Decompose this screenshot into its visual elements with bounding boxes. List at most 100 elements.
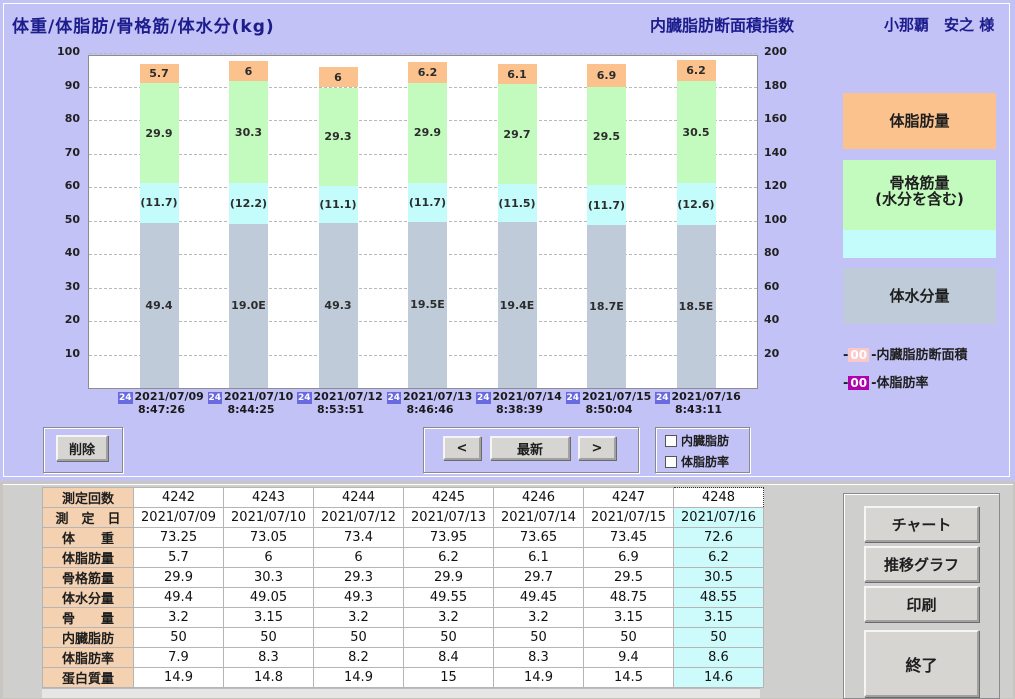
table-cell[interactable]: 29.9 [403, 567, 494, 588]
table-cell[interactable]: 49.4 [133, 587, 224, 608]
latest-button[interactable]: 最新 [490, 436, 570, 460]
table-cell[interactable]: 14.9 [493, 667, 584, 688]
table-cell[interactable]: 8.3 [223, 647, 314, 668]
table-cell[interactable]: 50 [133, 627, 224, 648]
table-cell[interactable]: 73.25 [133, 527, 224, 548]
table-cell[interactable]: 6 [313, 547, 404, 568]
visceral-checkbox[interactable]: 内臓脂肪 [665, 432, 729, 449]
table-cell[interactable]: 48.55 [673, 587, 764, 608]
fatrate-checkbox-box[interactable] [665, 455, 677, 468]
table-cell[interactable]: 6.1 [493, 547, 584, 568]
table-cell[interactable]: 4244 [313, 487, 404, 508]
table-cell[interactable]: 29.3 [313, 567, 404, 588]
table-horizontal-scrollbar[interactable] [42, 688, 760, 698]
table-cell[interactable]: 49.45 [493, 587, 584, 608]
x-label-date: 2021/07/13 [403, 390, 473, 403]
row-header: 蛋白質量 [42, 667, 134, 688]
table-cell[interactable]: 73.4 [313, 527, 404, 548]
table-cell[interactable]: 49.55 [403, 587, 494, 608]
table-cell[interactable]: 3.2 [403, 607, 494, 628]
table-cell[interactable]: 6.9 [583, 547, 674, 568]
table-cell[interactable]: 50 [223, 627, 314, 648]
delete-button[interactable]: 削除 [56, 435, 108, 461]
table-cell[interactable]: 8.4 [403, 647, 494, 668]
table-cell[interactable]: 14.8 [223, 667, 314, 688]
table-cell[interactable]: 29.7 [493, 567, 584, 588]
table-cell[interactable]: 3.15 [583, 607, 674, 628]
table-row: 体脂肪率 7.9 8.3 8.2 8.4 8.3 9.4 8.6 [42, 647, 764, 668]
table-cell[interactable]: 8.6 [673, 647, 764, 668]
table-cell[interactable]: 8.3 [493, 647, 584, 668]
print-button[interactable]: 印刷 [864, 586, 979, 622]
table-cell[interactable]: 8.2 [313, 647, 404, 668]
legend-water-label: 体水分量 [889, 287, 950, 305]
x-label-tag: 24 [297, 392, 312, 404]
table-cell[interactable]: 7.9 [133, 647, 224, 668]
table-cell[interactable]: 2021/07/09 [133, 507, 224, 528]
table-cell[interactable]: 14.5 [583, 667, 674, 688]
table-cell[interactable]: 49.05 [223, 587, 314, 608]
bar-segment: 29.5 [587, 86, 626, 186]
x-label-tag: 24 [386, 392, 402, 404]
legend-water: 体水分量 [843, 268, 996, 324]
table-cell[interactable]: 50 [673, 627, 764, 648]
table-cell[interactable]: 4242 [133, 487, 224, 508]
table-cell[interactable]: 50 [313, 627, 404, 648]
prev-button[interactable]: < [443, 436, 481, 460]
y-left-tick-label: 60 [64, 179, 80, 192]
table-cell[interactable]: 6 [223, 547, 314, 568]
table-cell[interactable]: 2021/07/13 [403, 507, 494, 528]
table-cell[interactable]: 4248 [673, 487, 764, 508]
table-cell[interactable]: 4246 [493, 487, 584, 508]
delete-group [43, 427, 123, 473]
table-cell[interactable]: 4247 [583, 487, 674, 508]
table-cell[interactable]: 30.5 [673, 567, 764, 588]
visceral-checkbox-label: 内臓脂肪 [681, 434, 730, 448]
table-cell[interactable]: 73.05 [223, 527, 314, 548]
table-cell[interactable]: 50 [583, 627, 674, 648]
table-cell[interactable]: 50 [403, 627, 494, 648]
table-cell[interactable]: 2021/07/10 [223, 507, 314, 528]
table-cell[interactable]: 6.2 [673, 547, 764, 568]
table-cell[interactable]: 3.15 [673, 607, 764, 628]
table-cell[interactable]: 3.2 [493, 607, 584, 628]
table-cell[interactable]: 14.9 [313, 667, 404, 688]
table-cell[interactable]: 29.5 [583, 567, 674, 588]
table-cell[interactable]: 72.6 [673, 527, 764, 548]
table-cell[interactable]: 14.9 [133, 667, 224, 688]
table-cell[interactable]: 6.2 [403, 547, 494, 568]
y-right-tick-label: 100 [764, 212, 787, 226]
table-cell[interactable]: 50 [493, 627, 584, 648]
table-cell[interactable]: 48.75 [583, 587, 674, 608]
chart-title: 体重/体脂肪/骨格筋/体水分(kg) [12, 17, 275, 37]
table-cell[interactable]: 2021/07/15 [583, 507, 674, 528]
bar-segment: (12.6) [676, 183, 716, 226]
table-cell[interactable]: 4243 [223, 487, 314, 508]
y-left-tick-label: 10 [64, 346, 80, 360]
next-button[interactable]: > [578, 436, 616, 460]
table-row: 蛋白質量 14.9 14.8 14.9 15 14.9 14.5 14.6 [42, 667, 764, 688]
table-cell[interactable]: 2021/07/16 [673, 507, 764, 528]
table-cell[interactable]: 15 [403, 667, 494, 688]
table-cell[interactable]: 3.2 [133, 607, 224, 628]
table-cell[interactable]: 9.4 [583, 647, 674, 668]
table-cell[interactable]: 2021/07/12 [313, 507, 404, 528]
table-cell[interactable]: 3.15 [223, 607, 314, 628]
chart-button[interactable]: チャート [864, 506, 979, 542]
table-cell[interactable]: 29.9 [133, 567, 224, 588]
trend-graph-button[interactable]: 推移グラフ [864, 546, 979, 582]
table-cell[interactable]: 3.2 [313, 607, 404, 628]
table-cell[interactable]: 4245 [403, 487, 494, 508]
exit-button[interactable]: 終了 [864, 630, 979, 697]
table-cell[interactable]: 73.95 [403, 527, 494, 548]
table-cell[interactable]: 30.3 [223, 567, 314, 588]
visceral-checkbox-box[interactable] [665, 434, 677, 447]
table-cell[interactable]: 14.6 [673, 667, 764, 688]
table-cell[interactable]: 2021/07/14 [493, 507, 584, 528]
table-cell[interactable]: 73.45 [583, 527, 674, 548]
fatrate-checkbox[interactable]: 体脂肪率 [665, 453, 729, 470]
table-cell[interactable]: 49.3 [313, 587, 404, 608]
table-cell[interactable]: 73.65 [493, 527, 584, 548]
table-cell[interactable]: 5.7 [133, 547, 224, 568]
row-header: 体脂肪率 [42, 647, 134, 668]
